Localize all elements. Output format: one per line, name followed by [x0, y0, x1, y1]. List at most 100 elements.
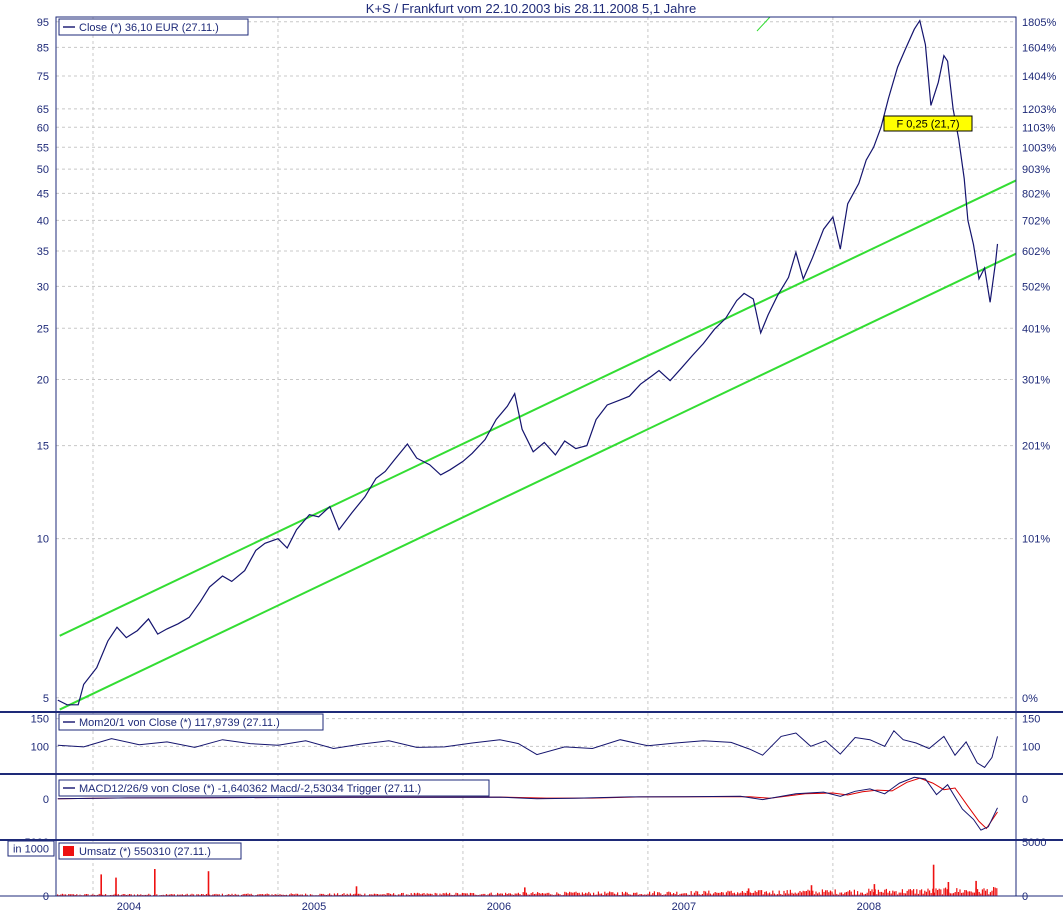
volume-bar — [789, 889, 791, 896]
volume-bar — [829, 890, 831, 896]
volume-bar — [90, 894, 92, 896]
volume-bar — [517, 892, 519, 896]
volume-bar — [244, 893, 246, 896]
volume-bar — [596, 894, 598, 896]
volume-bar — [76, 894, 78, 896]
volume-bar — [610, 892, 612, 896]
volume-bar — [386, 893, 388, 896]
volume-bar — [903, 893, 905, 896]
volume-bar — [961, 892, 963, 896]
volume-spike-bar — [207, 871, 210, 896]
volume-y-tick: 0 — [43, 891, 49, 903]
volume-bar — [289, 894, 291, 896]
volume-bar — [815, 891, 817, 896]
volume-bar — [921, 889, 923, 896]
volume-bar — [445, 892, 447, 896]
volume-bar — [380, 894, 382, 896]
volume-bar — [665, 894, 667, 896]
volume-bar — [423, 893, 425, 896]
volume-bar — [357, 893, 359, 896]
volume-bar — [189, 894, 191, 896]
volume-bar — [946, 889, 948, 896]
volume-bar — [130, 894, 132, 896]
price-right-tick: 0% — [1022, 693, 1038, 705]
volume-bar — [402, 892, 404, 896]
volume-bar — [468, 894, 470, 896]
price-right-tick: 101% — [1022, 534, 1050, 546]
volume-bar — [777, 894, 779, 896]
volume-bar — [588, 891, 590, 896]
volume-bar — [213, 894, 215, 896]
volume-right-tick: 5000 — [1022, 837, 1046, 849]
volume-bar — [818, 892, 820, 896]
volume-bar — [929, 890, 931, 896]
volume-bar — [575, 891, 577, 896]
volume-bar — [274, 894, 276, 896]
annotation-box — [883, 115, 973, 132]
volume-bar — [986, 889, 988, 896]
volume-bar — [226, 894, 228, 896]
volume-bar — [349, 893, 351, 896]
volume-bar — [282, 894, 284, 896]
volume-bar — [871, 889, 873, 896]
volume-bar — [673, 893, 675, 896]
volume-bar — [761, 890, 763, 896]
momentum-line — [57, 730, 998, 769]
volume-bar — [679, 893, 681, 896]
volume-bar — [247, 893, 249, 896]
volume-bar — [389, 893, 391, 896]
volume-bar — [156, 894, 158, 896]
volume-bar — [809, 890, 811, 896]
volume-bar — [217, 894, 219, 896]
volume-bar — [625, 891, 627, 896]
price-y-tick: 75 — [37, 71, 49, 83]
macd-legend — [58, 779, 490, 797]
volume-bar — [333, 893, 335, 896]
volume-bar — [823, 891, 825, 896]
volume-bar — [757, 890, 759, 896]
volume-bar — [604, 891, 606, 896]
price-legend-label: Close (*) 36,10 EUR (27.11.) — [79, 22, 219, 34]
volume-bar — [490, 892, 492, 896]
volume-spike-bar — [810, 885, 813, 896]
volume-bar — [511, 894, 513, 896]
volume-bar — [972, 892, 974, 896]
volume-bar — [378, 894, 380, 896]
volume-bar — [876, 894, 878, 896]
volume-bar — [759, 890, 761, 896]
volume-bar — [732, 893, 734, 896]
chart-title: K+S / Frankfurt vom 22.10.2003 bis 28.11… — [366, 1, 696, 16]
volume-bar — [146, 894, 148, 896]
volume-bar — [957, 892, 959, 896]
price-y-tick: 20 — [37, 375, 49, 387]
volume-bar — [68, 894, 70, 896]
volume-bar — [791, 892, 793, 896]
volume-bar — [775, 894, 777, 896]
volume-legend-swatch — [63, 846, 74, 856]
volume-bar — [324, 894, 326, 896]
volume-bar — [525, 892, 527, 896]
volume-bar — [922, 893, 924, 896]
volume-bar — [717, 892, 719, 896]
volume-bar — [143, 894, 145, 896]
volume-bar — [820, 894, 822, 896]
volume-bar — [981, 889, 983, 896]
volume-bar — [927, 888, 929, 896]
volume-spike-bar — [154, 869, 156, 896]
price-right-tick: 802% — [1022, 188, 1050, 200]
volume-bar — [260, 894, 262, 896]
volume-bar — [541, 893, 543, 896]
volume-bar — [71, 894, 73, 896]
volume-bar — [914, 893, 916, 896]
volume-bar — [893, 891, 895, 896]
volume-bar — [573, 892, 575, 896]
volume-bar — [429, 893, 431, 896]
volume-bar — [754, 890, 756, 896]
price-right-tick: 1003% — [1022, 142, 1056, 154]
volume-bar — [431, 893, 433, 896]
volume-bar — [569, 891, 571, 896]
volume-bar — [988, 894, 990, 896]
volume-bar — [991, 890, 993, 896]
volume-bar — [281, 894, 283, 896]
volume-bar — [298, 894, 300, 896]
